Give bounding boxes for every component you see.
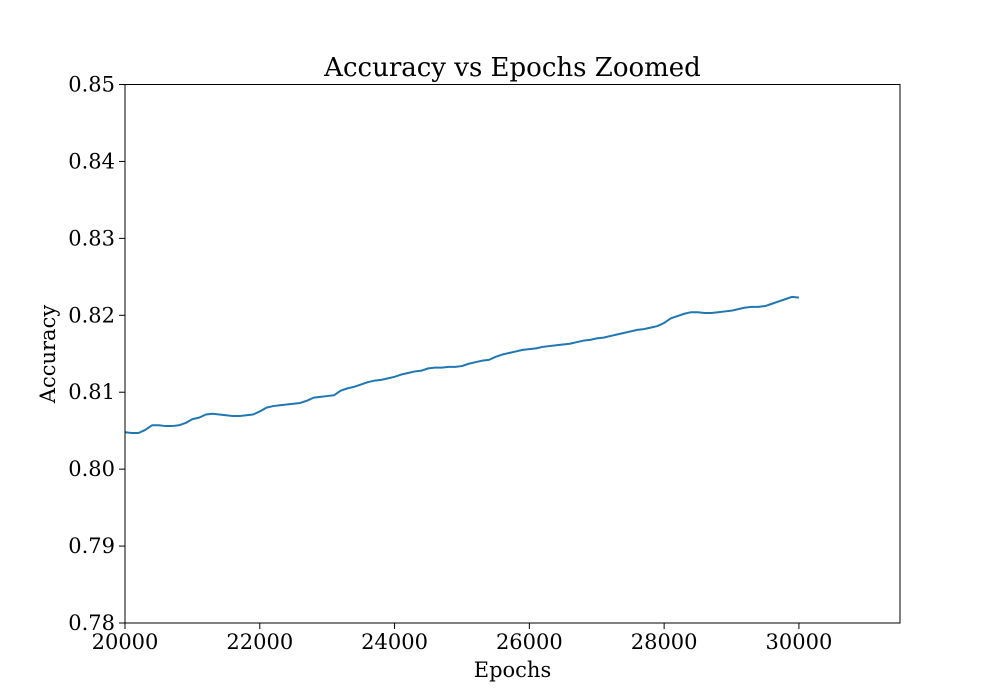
x-axis: 20000 22000 24000 26000 28000 30000 [92, 623, 833, 654]
x-tick-label: 22000 [226, 630, 293, 654]
y-tick-label: 0.83 [68, 226, 115, 250]
y-tick-label: 0.78 [68, 611, 115, 635]
y-tick-label: 0.79 [68, 534, 115, 558]
y-tick-label: 0.81 [68, 380, 115, 404]
y-tick-label: 0.80 [68, 457, 115, 481]
x-tick-label: 28000 [631, 630, 698, 654]
y-tick-label: 0.82 [68, 303, 115, 327]
y-axis-label: Accuracy [36, 305, 60, 405]
chart-title: Accuracy vs Epochs Zoomed [323, 53, 701, 83]
y-tick-label: 0.85 [68, 73, 115, 97]
x-tick-label: 26000 [496, 630, 563, 654]
plot-frame [124, 84, 901, 624]
x-axis-label: Epochs [474, 658, 551, 682]
x-tick-label: 24000 [361, 630, 428, 654]
series-line-0 [124, 295, 800, 434]
y-tick-label: 0.84 [68, 149, 115, 173]
x-tick-label: 30000 [766, 630, 833, 654]
y-axis: 0.78 0.79 0.80 0.81 0.82 0.83 0.84 0.85 [68, 73, 125, 635]
series-layer [124, 295, 800, 434]
x-tick-label: 20000 [92, 630, 159, 654]
